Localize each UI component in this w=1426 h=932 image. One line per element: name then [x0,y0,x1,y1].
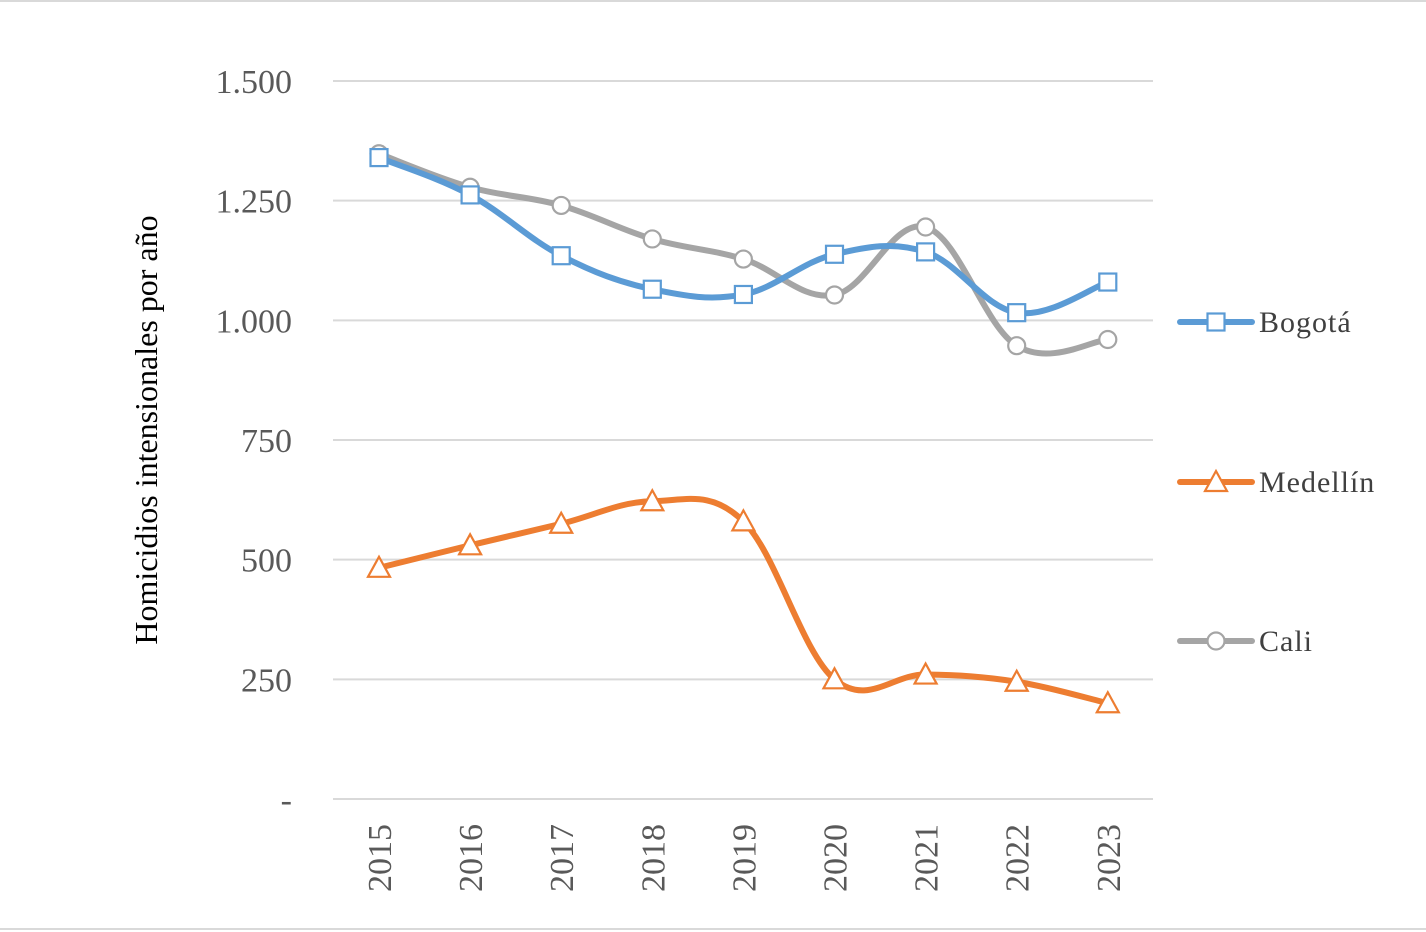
y-tick-label: - [281,782,292,819]
data-point [821,666,848,690]
y-tick-label: 1.250 [216,184,293,221]
legend-marker [1206,631,1226,651]
legend-label: Medellín [1259,466,1375,499]
y-tick-label: 500 [241,543,292,580]
x-tick-label: 2020 [818,824,855,892]
data-point [639,487,666,512]
x-axis-ticks: 2015 2016 2017 2018 2019 2020 2021 2022 2023 [362,824,1128,892]
y-tick-label: 750 [241,423,292,460]
data-point [915,242,936,262]
data-point [733,284,754,305]
data-point [824,285,845,305]
x-tick-label: 2018 [635,824,672,892]
legend-label: Cali [1259,625,1313,658]
data-point [915,217,936,237]
data-point [548,510,575,534]
x-tick-label: 2015 [362,824,399,892]
x-tick-label: 2021 [909,824,946,892]
data-point [457,532,483,556]
data-point [642,229,662,249]
series-1 [366,487,1121,714]
legend: Bogotá Medellín Cali [1177,306,1375,658]
data-point [460,185,480,205]
data-point [551,195,571,216]
x-tick-label: 2022 [1000,824,1037,892]
data-point [369,147,389,168]
legend-item: Cali [1177,625,1313,658]
data-point [730,508,757,532]
legend-label: Bogotá [1259,306,1352,339]
y-tick-label: 1.500 [216,64,293,101]
y-axis-label: Homicidios intensionales por año [128,215,164,644]
series-lines [366,144,1121,714]
data-point [824,244,845,264]
series-0 [369,147,1118,323]
x-tick-label: 2019 [726,824,763,892]
x-tick-label: 2016 [453,824,490,892]
data-point [733,249,754,269]
y-axis-ticks: - 250 500 750 1.000 1.250 1.500 [216,64,293,819]
y-tick-label: 1.000 [216,303,293,340]
legend-marker [1206,312,1226,332]
series-line [376,150,1111,357]
data-point [1007,336,1027,356]
legend-marker [1203,468,1229,493]
legend-item: Medellín [1177,466,1375,499]
series-2 [369,144,1118,357]
data-point [1098,329,1118,350]
data-point [366,554,392,578]
data-point [1007,303,1027,323]
legend-item: Bogotá [1177,306,1352,339]
data-point [1094,689,1121,714]
data-point [642,279,662,299]
data-point [1098,272,1118,292]
data-point [1003,668,1030,692]
data-point [551,246,571,266]
x-tick-label: 2017 [544,824,581,892]
x-tick-label: 2023 [1091,824,1128,892]
data-point [912,661,939,685]
y-tick-label: 250 [241,662,292,699]
